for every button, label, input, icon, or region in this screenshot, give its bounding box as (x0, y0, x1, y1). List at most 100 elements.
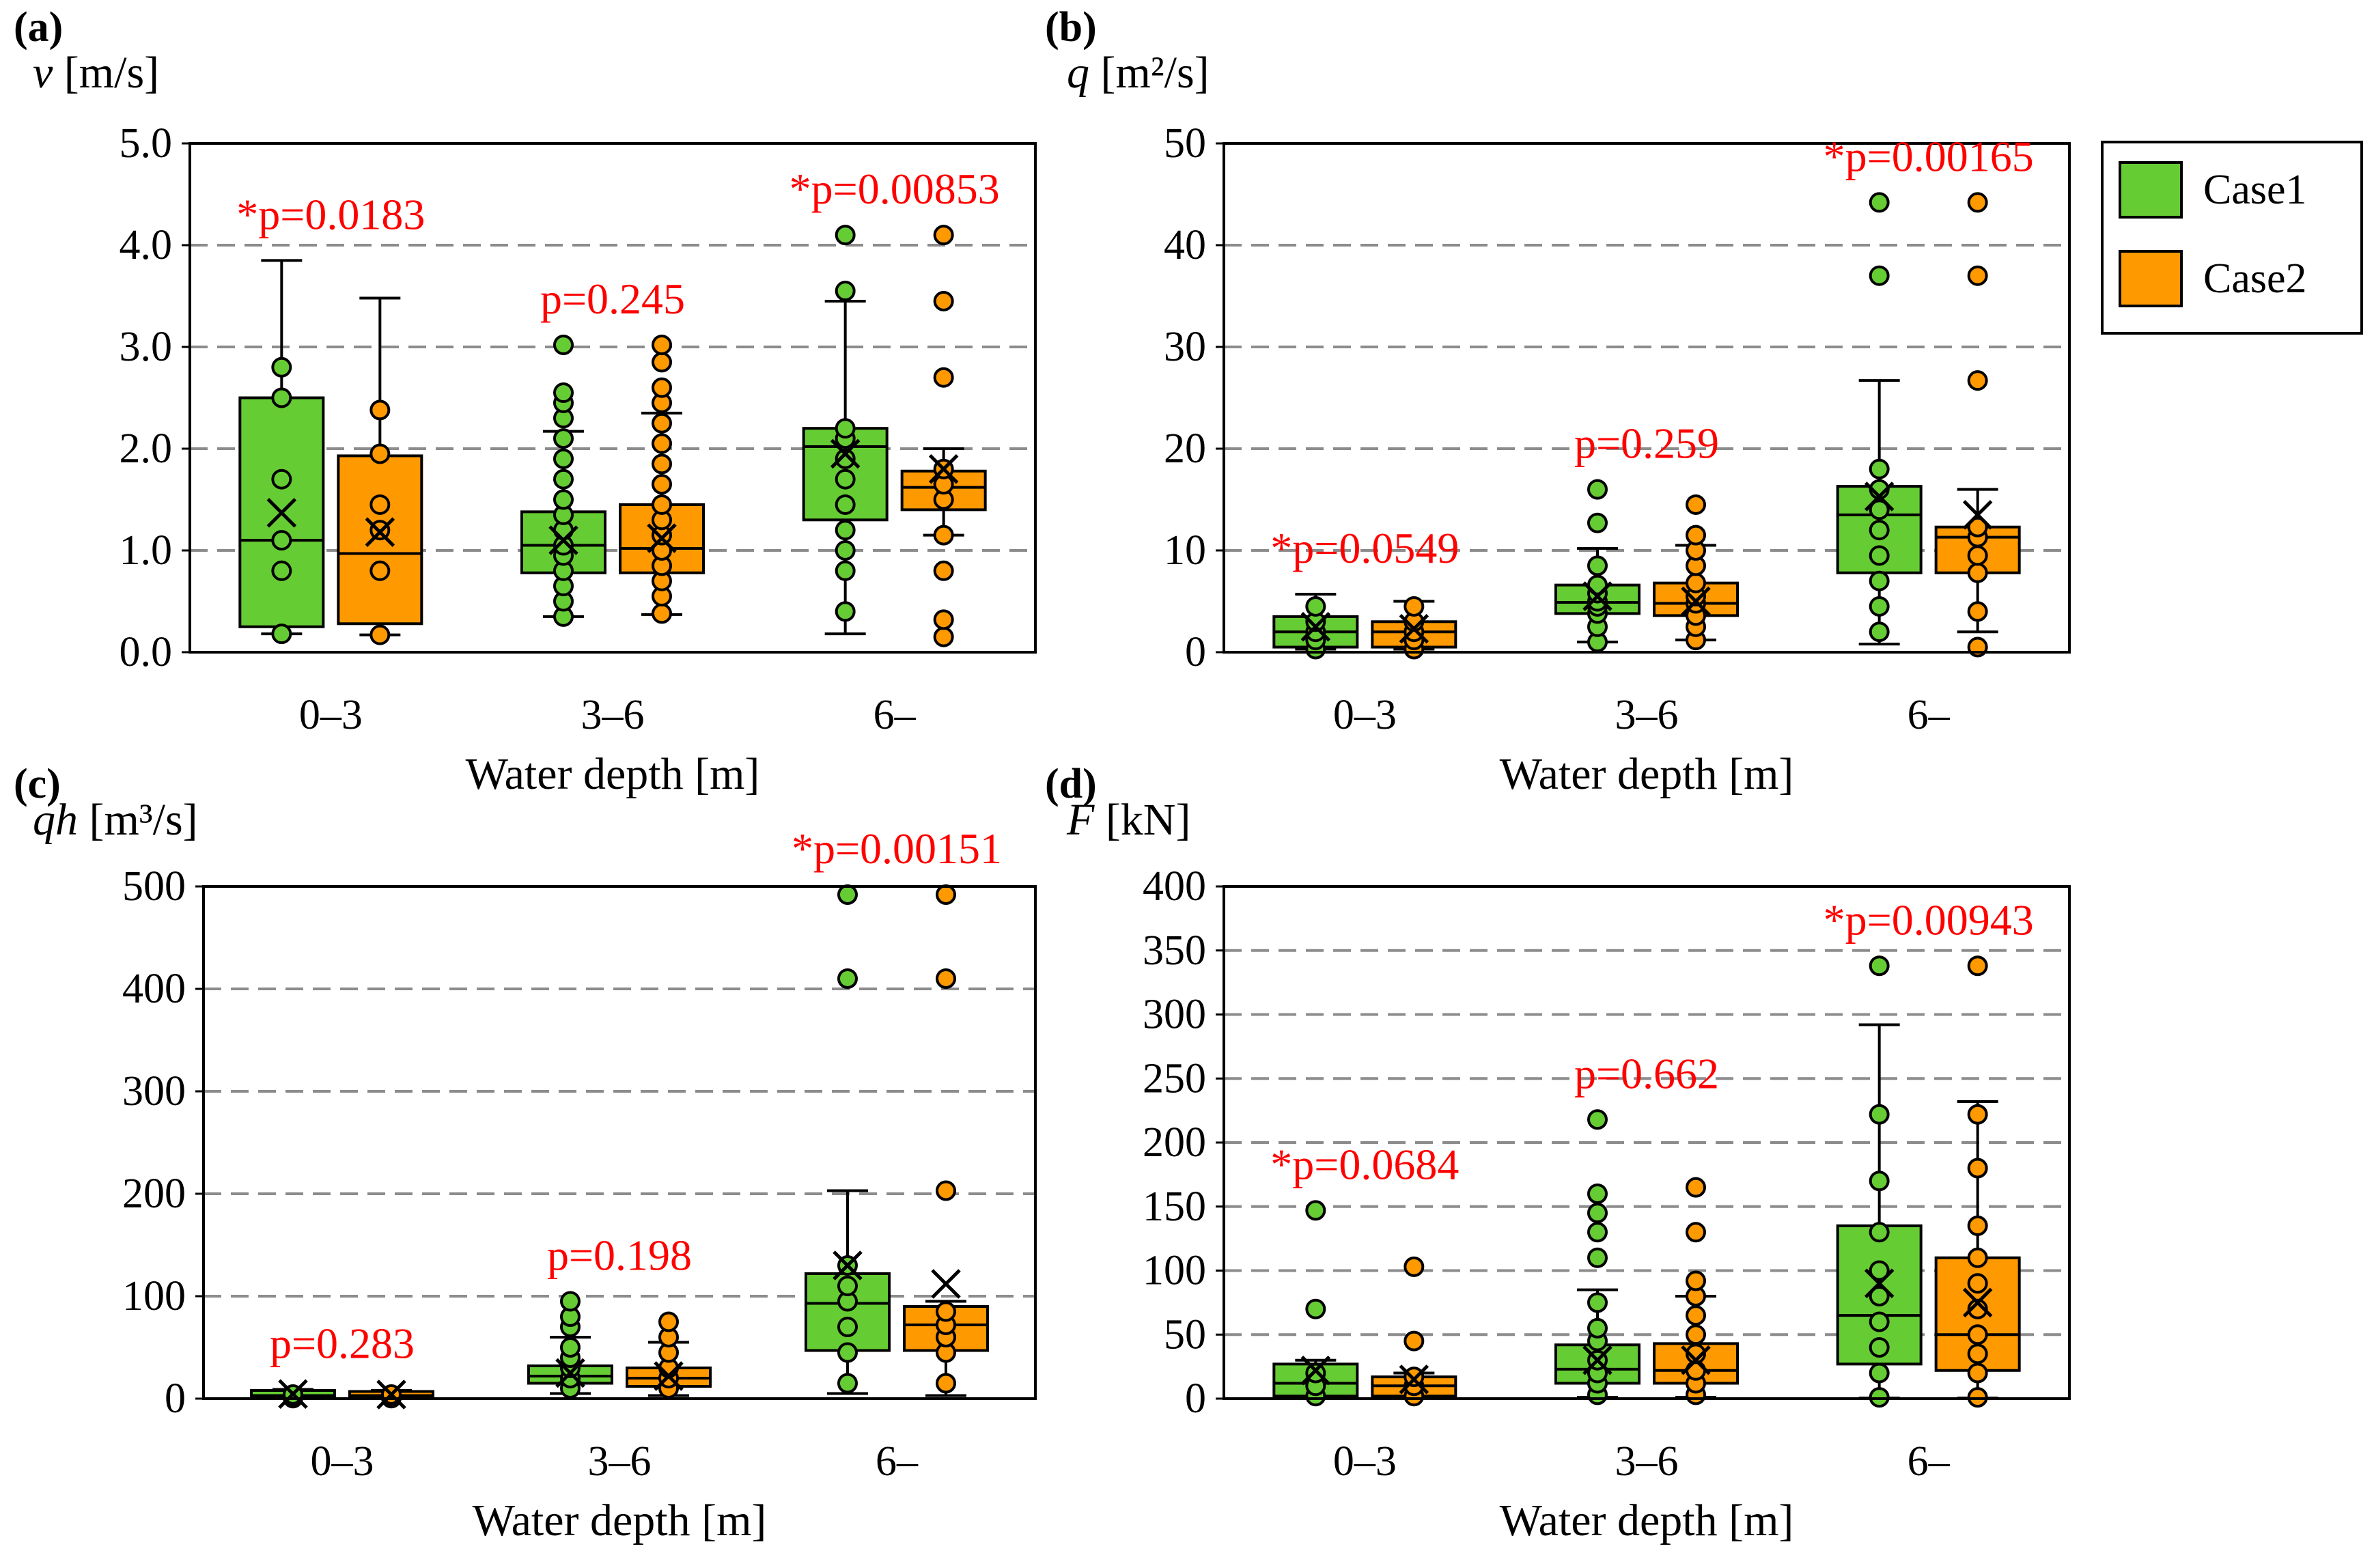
box-case2-2 (1934, 955, 2021, 1408)
legend-label: Case1 (2203, 167, 2307, 213)
box-case2-0 (1371, 596, 1457, 660)
data-point (1587, 1109, 1608, 1130)
data-point (271, 530, 292, 551)
x-axis-label: Water depth [m] (1500, 1496, 1794, 1545)
data-point (1587, 1203, 1608, 1224)
data-point (1869, 458, 1890, 479)
data-point (1869, 545, 1890, 566)
data-point (652, 603, 672, 624)
data-point (553, 468, 574, 490)
data-point (271, 560, 292, 581)
data-point (1967, 1343, 1988, 1364)
panel-letter: (d) (1045, 761, 1097, 807)
mean-marker (365, 517, 395, 547)
data-point (1967, 545, 1988, 566)
p-value-label: *p=0.00853 (790, 165, 1000, 213)
data-point (933, 609, 954, 630)
data-point (1587, 479, 1608, 500)
data-point (553, 489, 574, 510)
y-tick-label: 250 (1143, 1055, 1206, 1102)
x-axis-label: Water depth [m] (473, 1496, 767, 1545)
y-tick-label: 150 (1143, 1184, 1206, 1230)
mean-marker (278, 1379, 308, 1410)
data-point (1967, 1298, 1988, 1319)
x-axis-label: Water depth [m] (1500, 749, 1794, 799)
data-point (1869, 621, 1890, 643)
data-point (936, 968, 956, 989)
p-value-label: *p=0.0684 (1270, 1140, 1459, 1188)
mean-marker (548, 525, 578, 555)
box-case1-2 (805, 884, 891, 1395)
legend-label: Case2 (2203, 255, 2307, 302)
data-point (553, 448, 574, 469)
data-point (1967, 562, 1988, 583)
box-case2-0 (348, 1380, 434, 1410)
x-tick-label: 3–6 (581, 692, 645, 738)
mean-marker (1300, 611, 1331, 642)
y-tick-label: 300 (1143, 992, 1206, 1038)
box-case2-2 (1934, 192, 2021, 658)
y-tick-label: 4.0 (120, 222, 173, 268)
x-tick-label: 0–3 (311, 1438, 374, 1485)
mean-marker (830, 438, 861, 469)
box-case2-2 (903, 884, 989, 1397)
data-point (835, 520, 856, 541)
data-point (1869, 570, 1890, 591)
data-point (835, 540, 856, 561)
plot-frame (1223, 885, 2071, 1400)
y-axis-label: F [kN] (1066, 795, 1190, 845)
p-value-label: p=0.283 (270, 1319, 415, 1368)
data-point (369, 400, 391, 421)
data-point (933, 524, 954, 546)
box-case2-2 (900, 225, 987, 647)
x-tick-label: 6– (876, 1438, 919, 1485)
box-case2-1 (1653, 1177, 1739, 1405)
box-case1-0 (238, 259, 325, 645)
data-point (1967, 955, 1988, 977)
data-point (271, 387, 292, 408)
y-tick-label: 0.0 (120, 629, 173, 675)
data-point (560, 1337, 581, 1358)
y-tick-label: 0 (1185, 629, 1206, 675)
data-point (1967, 516, 1988, 537)
plot-frame (188, 142, 1037, 654)
data-point (1305, 1362, 1326, 1384)
plot-frame (202, 885, 1037, 1400)
x-tick-label: 0–3 (299, 692, 363, 738)
data-point (1967, 370, 1988, 391)
data-point (835, 560, 856, 581)
data-point (835, 225, 856, 246)
data-point (652, 377, 672, 398)
mean-marker (1962, 1287, 1993, 1318)
box-case1-1 (1554, 479, 1640, 653)
data-point (1686, 524, 1706, 546)
data-point (1686, 1305, 1706, 1326)
p-value-label: *p=0.00165 (1824, 132, 2034, 180)
data-point (1869, 596, 1890, 617)
data-point (933, 225, 954, 246)
legend-swatch (2119, 161, 2183, 219)
data-point (1587, 1317, 1608, 1339)
mean-marker (1300, 1355, 1331, 1386)
panel-c: (c)qh [m³/s] 0 100 200 300 400 500 p=0.283 p=0.1… (14, 761, 1037, 1545)
x-tick-label: 3–6 (1615, 1438, 1679, 1485)
data-point (1587, 1184, 1608, 1204)
data-point (1869, 499, 1890, 520)
data-point (1967, 1247, 1988, 1268)
mean-marker (1864, 481, 1895, 512)
box-case1-2 (802, 225, 889, 636)
data-point (837, 1342, 858, 1363)
plot-frame (1223, 142, 2071, 654)
data-point (1967, 601, 1988, 622)
data-point (553, 428, 574, 449)
mean-marker (266, 498, 297, 528)
y-tick-label: 2.0 (120, 425, 173, 472)
data-point (1869, 1337, 1890, 1358)
data-point (560, 1291, 581, 1312)
y-tick-label: 200 (122, 1171, 186, 1217)
box-case1-0 (1272, 1200, 1359, 1407)
y-tick-label: 3.0 (120, 324, 173, 370)
box-case2-1 (619, 335, 705, 624)
data-point (835, 281, 856, 302)
p-value-label: p=0.198 (547, 1231, 692, 1280)
